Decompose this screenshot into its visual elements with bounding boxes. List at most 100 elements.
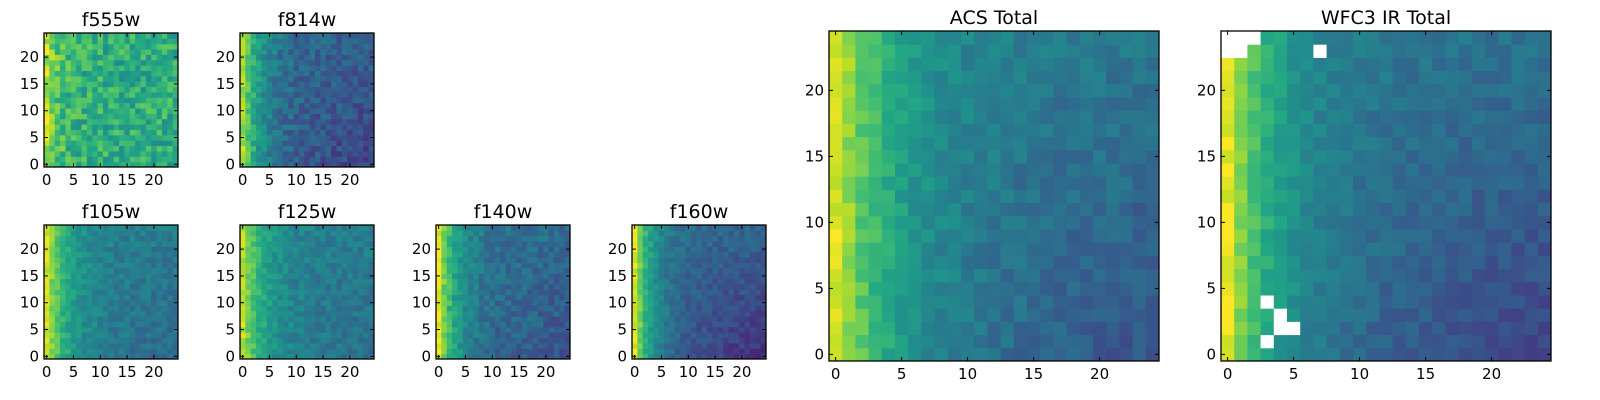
heatmap-cell	[119, 38, 125, 45]
heatmap-cell	[309, 342, 316, 349]
heatmap-cell	[298, 342, 305, 349]
heatmap-cell	[685, 267, 692, 274]
heatmap-cell	[156, 342, 163, 349]
heatmap-cell	[151, 97, 158, 104]
heatmap-cell	[733, 321, 740, 328]
heatmap-cell	[347, 230, 354, 237]
heatmap-cell	[637, 262, 644, 269]
heatmap-cell	[352, 54, 359, 61]
heatmap-cell	[261, 118, 268, 125]
heatmap-cell	[277, 300, 284, 306]
heatmap-cell	[1093, 229, 1107, 243]
heatmap-cell	[293, 124, 300, 130]
heatmap-cell	[1458, 347, 1473, 362]
heatmap-cell	[315, 273, 321, 280]
heatmap-cell	[505, 326, 512, 333]
heatmap-cell	[1537, 347, 1552, 362]
heatmap-cell	[717, 267, 724, 274]
heatmap-cell	[54, 251, 61, 258]
heatmap-cell	[947, 70, 962, 85]
heatmap-cell	[325, 150, 332, 157]
heatmap-cell	[1079, 347, 1094, 362]
heatmap-cell	[129, 321, 136, 328]
heatmap-cell	[457, 283, 464, 290]
heatmap-cell	[129, 113, 136, 120]
heatmap-cell	[172, 310, 179, 317]
heatmap-cell	[564, 342, 571, 349]
heatmap-cell	[92, 273, 99, 280]
heatmap-cell	[167, 54, 174, 61]
heatmap-cell	[277, 305, 284, 312]
heatmap-cell	[1366, 295, 1380, 309]
heatmap-cell	[760, 332, 767, 339]
heatmap-cell	[60, 65, 66, 72]
heatmap-cell	[728, 262, 735, 269]
heatmap-cell	[739, 294, 746, 301]
heatmap-cell	[256, 300, 262, 306]
heatmap-cell	[135, 225, 141, 231]
heatmap-cell	[921, 308, 936, 322]
heatmap-cell	[54, 321, 61, 328]
heatmap-cell	[537, 283, 544, 290]
heatmap-cell	[685, 337, 692, 344]
heatmap-cell	[1353, 308, 1367, 322]
heatmap-cell	[240, 129, 246, 136]
heatmap-cell	[113, 59, 120, 66]
heatmap-cell	[60, 310, 66, 317]
heatmap-cell	[293, 273, 300, 280]
heatmap-cell	[505, 294, 512, 301]
heatmap-cell	[357, 326, 364, 333]
heatmap-cell	[92, 65, 99, 72]
heatmap-cell	[325, 273, 332, 280]
heatmap-cell	[749, 267, 756, 274]
heatmap-cell	[1066, 110, 1081, 124]
heatmap-cell	[156, 300, 163, 306]
heatmap-cell	[266, 43, 273, 50]
heatmap-cell	[1511, 295, 1526, 309]
heatmap-cell	[1353, 281, 1367, 296]
heatmap-cell	[494, 283, 501, 290]
heatmap-cell	[1079, 136, 1094, 151]
heatmap-cell	[1027, 268, 1041, 283]
heatmap-cell	[1000, 44, 1015, 58]
heatmap-cell	[642, 278, 649, 285]
heatmap-cell	[245, 326, 252, 333]
heatmap-cell	[1066, 229, 1081, 243]
heatmap-cell	[1326, 295, 1341, 309]
heatmap-cell	[468, 225, 475, 231]
heatmap-cell	[256, 49, 262, 55]
heatmap-cell	[320, 273, 327, 280]
heatmap-cell	[543, 273, 550, 280]
heatmap-cell	[315, 225, 321, 231]
heatmap-cell	[272, 342, 279, 349]
heatmap-cell	[54, 129, 61, 136]
heatmap-cell	[527, 251, 533, 258]
heatmap-cell	[642, 316, 649, 322]
heatmap-cell	[277, 257, 284, 264]
heatmap-cell	[1260, 295, 1275, 309]
heatmap-cell	[648, 326, 654, 333]
heatmap-cell	[357, 337, 364, 344]
heatmap-cell	[97, 294, 104, 301]
heatmap-cell	[336, 81, 343, 88]
heatmap-cell	[161, 257, 168, 264]
heatmap-cell	[76, 75, 83, 82]
heatmap-cell	[129, 124, 136, 130]
heatmap-cell	[500, 342, 507, 349]
heatmap-cell	[363, 225, 370, 231]
heatmap-cell	[256, 113, 262, 120]
heatmap-cell	[151, 337, 158, 344]
heatmap-cell	[250, 161, 257, 168]
heatmap-cell	[1273, 242, 1288, 256]
heatmap-cell	[516, 326, 523, 333]
heatmap-cell	[1079, 110, 1094, 124]
heatmap-cell	[1511, 321, 1526, 336]
heatmap-cell	[637, 230, 644, 237]
heatmap-cell	[749, 294, 756, 301]
heatmap-cell	[701, 294, 708, 301]
heatmap-cell	[739, 342, 746, 349]
heatmap-cell	[755, 353, 762, 360]
heatmap-cell	[167, 294, 174, 301]
heatmap-cell	[457, 225, 464, 231]
heatmap-cell	[1132, 321, 1147, 336]
